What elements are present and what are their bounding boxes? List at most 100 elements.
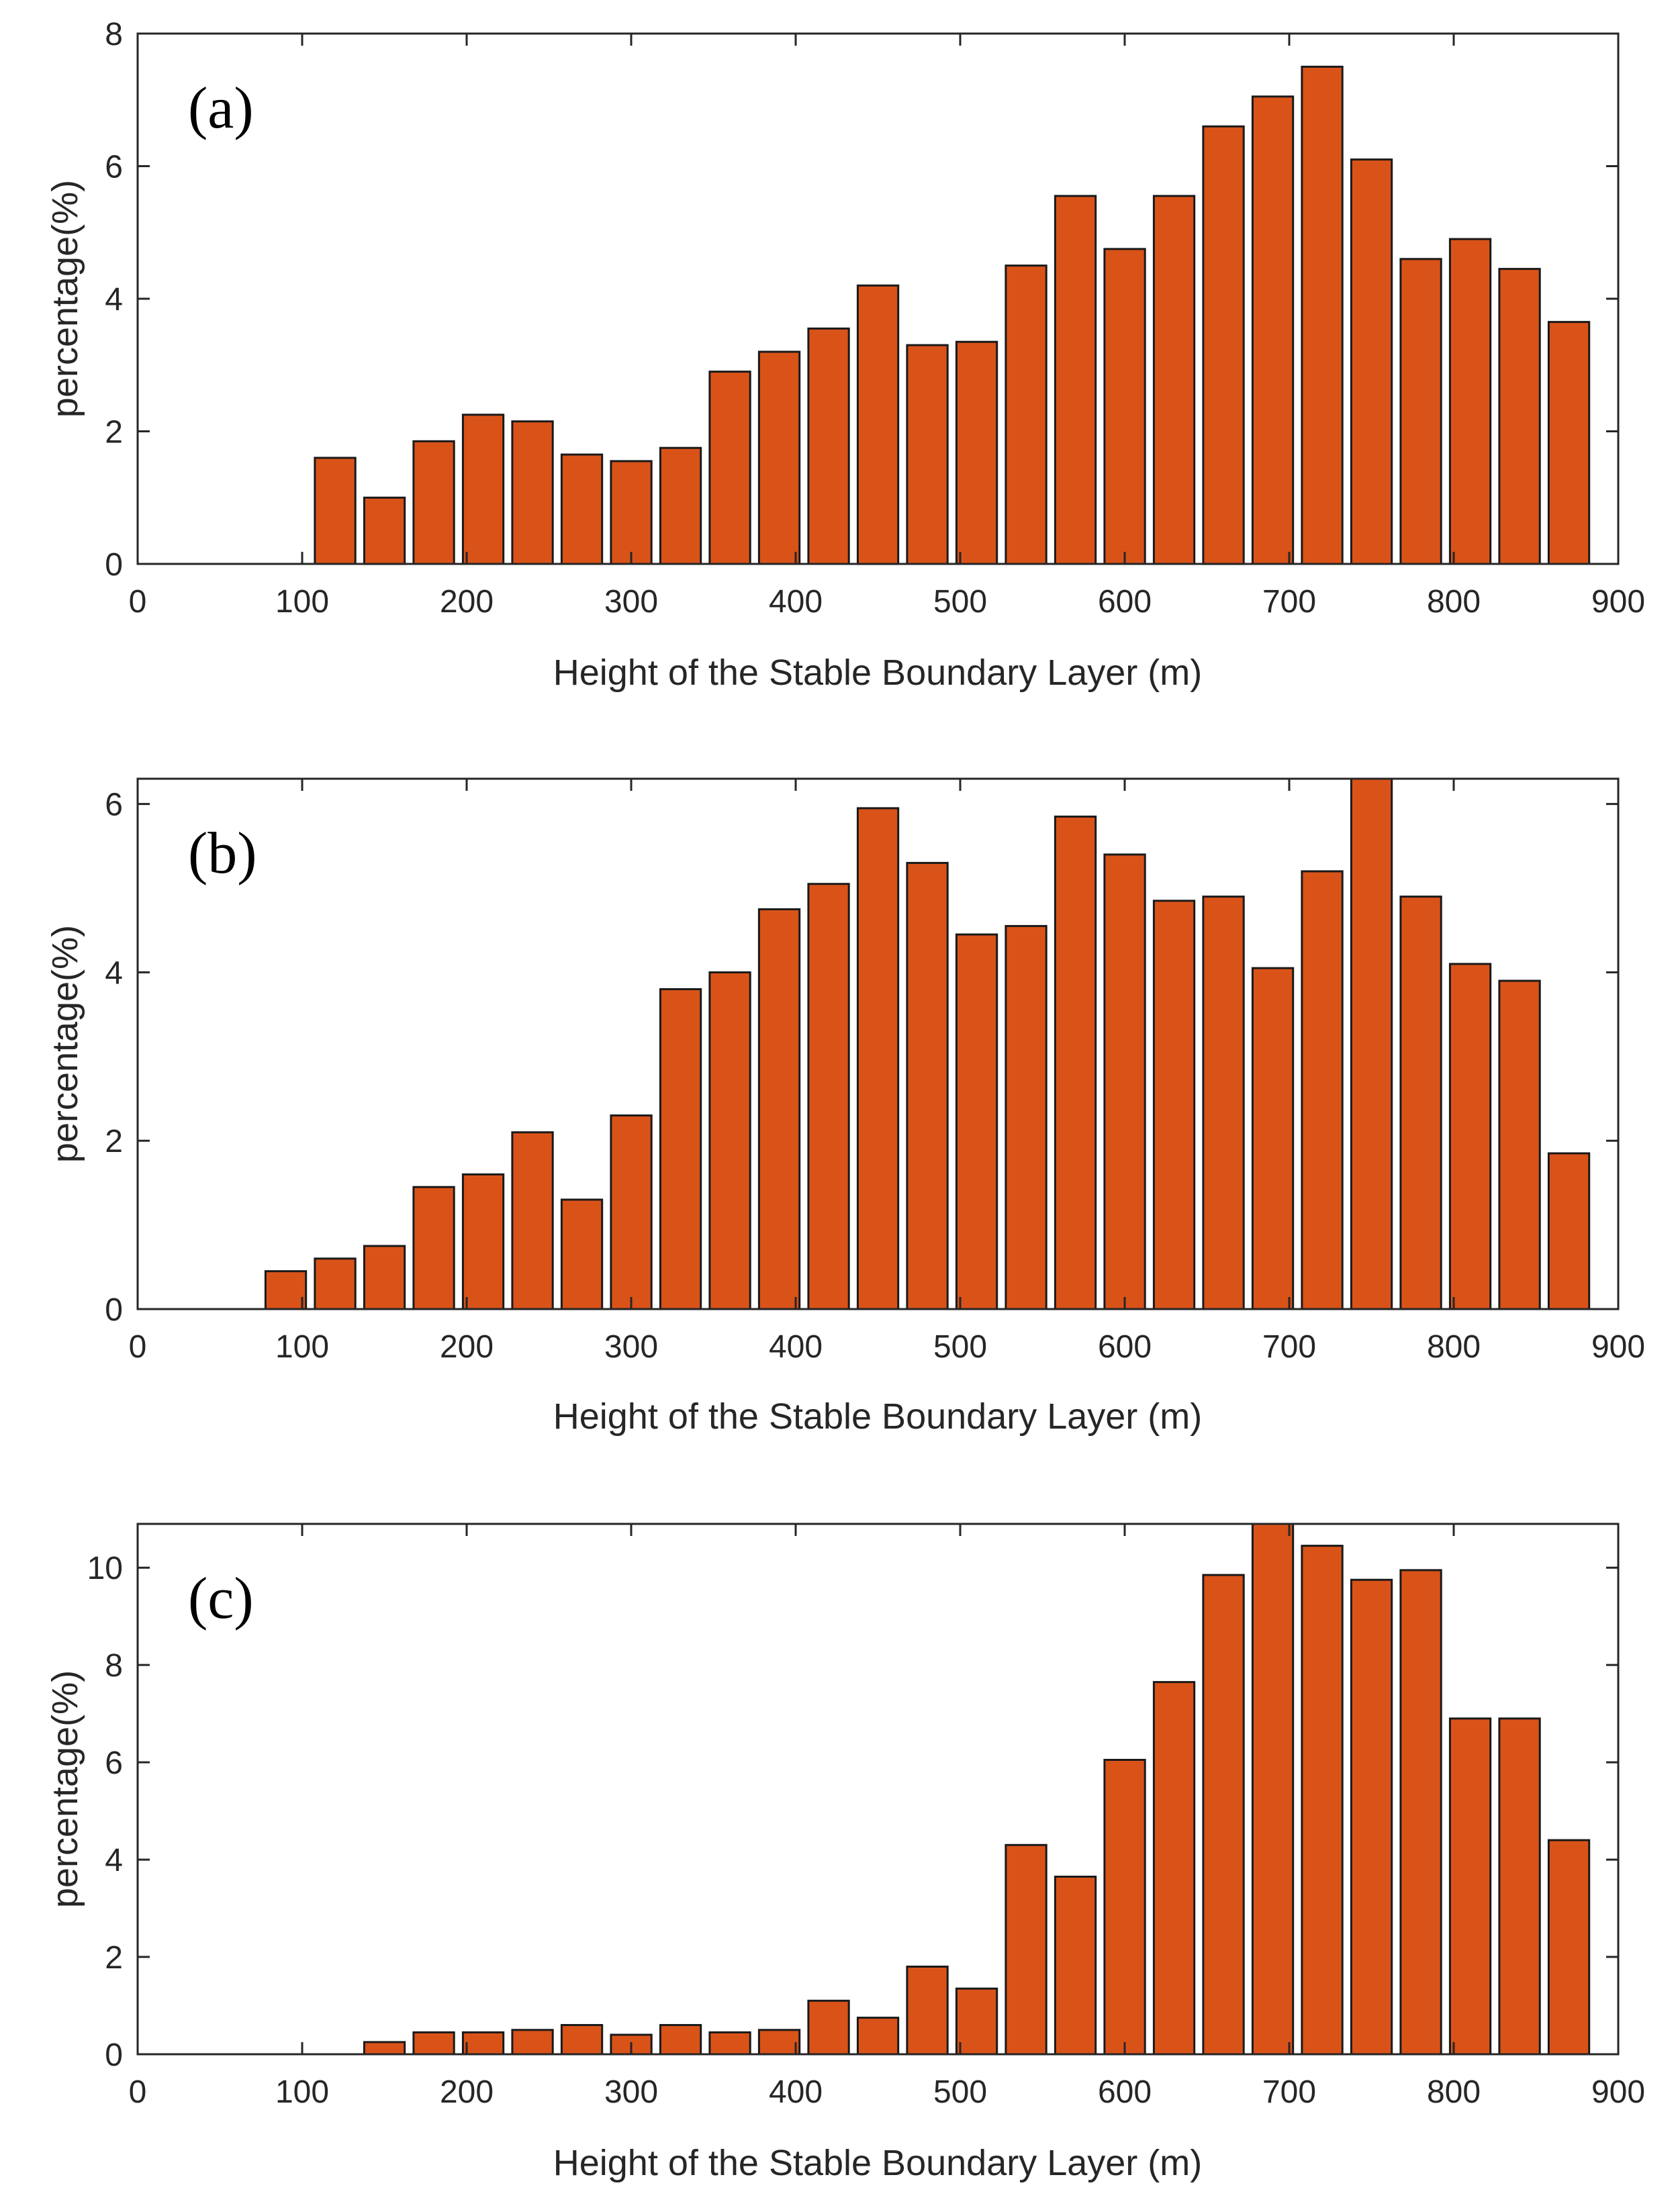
bar <box>1448 963 1492 1310</box>
bar <box>757 350 801 565</box>
y-tick-label: 0 <box>105 547 123 583</box>
x-ticks: 0 100 200 300 400 500 600 700 800 900 <box>129 34 1645 620</box>
bar <box>1448 1717 1492 2056</box>
bar <box>1152 900 1196 1310</box>
x-tick-label: 0 <box>129 1329 147 1365</box>
bar <box>906 344 949 565</box>
x-axis-title: Height of the Stable Boundary Layer (m) <box>553 1396 1203 1437</box>
bar <box>807 1999 850 2056</box>
y-ticks: 0 2 4 6 8 <box>105 17 1618 583</box>
bar <box>1202 1574 1245 2056</box>
bar <box>264 1270 308 1310</box>
bar <box>1399 258 1442 565</box>
x-tick-label: 800 <box>1427 1329 1481 1365</box>
bar <box>511 1131 554 1310</box>
bar <box>610 1114 653 1310</box>
y-axis-title: percentage(%) <box>45 180 85 418</box>
y-tick-label: 8 <box>105 17 123 52</box>
bar <box>314 1257 357 1310</box>
bar <box>1301 65 1344 565</box>
y-tick-label: 6 <box>105 787 123 823</box>
bar <box>314 456 357 565</box>
bar <box>1152 1681 1196 2056</box>
y-tick-label: 0 <box>105 1292 123 1328</box>
plot-frame <box>136 1523 1620 2056</box>
plot-frame <box>136 777 1620 1310</box>
x-tick-label: 300 <box>604 1329 658 1365</box>
bar-series <box>363 1523 1591 2056</box>
panel-label: (a) <box>188 76 254 141</box>
x-tick-label: 300 <box>604 2074 658 2110</box>
bar <box>1350 1578 1393 2056</box>
bar <box>412 1186 455 1310</box>
x-tick-label: 100 <box>275 584 329 620</box>
y-tick-label: 4 <box>105 282 123 318</box>
bar <box>955 933 998 1310</box>
bar <box>1399 896 1442 1310</box>
panel-label: (c) <box>188 1566 254 1631</box>
x-tick-label: 700 <box>1262 2074 1316 2110</box>
x-tick-label: 100 <box>275 1329 329 1365</box>
bar <box>856 284 900 565</box>
bar <box>1547 321 1591 565</box>
x-tick-label: 900 <box>1591 1329 1645 1365</box>
x-tick-label: 500 <box>933 2074 987 2110</box>
y-tick-label: 6 <box>105 150 123 185</box>
bar <box>1251 967 1295 1310</box>
y-tick-label: 8 <box>105 1648 123 1684</box>
x-tick-label: 0 <box>129 584 147 620</box>
x-tick-label: 800 <box>1427 2074 1481 2110</box>
x-ticks: 0 100 200 300 400 500 600 700 800 900 <box>129 1524 1645 2110</box>
bar <box>1202 125 1245 565</box>
y-tick-label: 2 <box>105 415 123 450</box>
x-tick-label: 600 <box>1098 584 1152 620</box>
y-ticks: 0 2 4 6 8 10 <box>87 1551 1618 2073</box>
bar-series <box>314 65 1591 565</box>
bar <box>461 2031 505 2056</box>
bar <box>560 2024 604 2056</box>
x-tick-label: 400 <box>769 2074 823 2110</box>
bar <box>1301 1545 1344 2056</box>
bar <box>1448 238 1492 565</box>
bar <box>1103 248 1146 565</box>
panel-label: (b) <box>188 821 257 886</box>
bar <box>560 1198 604 1310</box>
bar <box>659 988 702 1310</box>
bar <box>412 2031 455 2056</box>
bar <box>708 371 751 565</box>
bar <box>1005 924 1047 1310</box>
bar <box>807 883 850 1310</box>
bar <box>1547 1152 1591 1310</box>
x-tick-label: 200 <box>440 2074 494 2110</box>
x-tick-label: 500 <box>933 584 987 620</box>
bar <box>1054 815 1097 1310</box>
bar <box>757 2029 801 2056</box>
bar <box>560 453 604 565</box>
x-tick-label: 0 <box>129 2074 147 2110</box>
bar <box>1350 158 1393 565</box>
bar <box>1399 1569 1442 2056</box>
bar <box>1547 1839 1591 2056</box>
y-tick-label: 2 <box>105 1940 123 1976</box>
bar <box>659 446 702 565</box>
bar <box>1498 979 1541 1310</box>
bar <box>1301 870 1344 1310</box>
bar <box>363 2041 406 2056</box>
bar <box>807 327 850 565</box>
x-tick-label: 400 <box>769 1329 823 1365</box>
y-axis-title: percentage(%) <box>45 1670 85 1908</box>
bar <box>1350 777 1393 1310</box>
plot-frame <box>136 32 1620 565</box>
bar <box>412 440 455 565</box>
panel-b: 0 100 200 300 400 500 600 700 800 900 0 2 4 6 (b) He… <box>45 777 1645 1437</box>
bar <box>856 2017 900 2056</box>
bar <box>1498 1717 1541 2056</box>
bar <box>1202 896 1245 1310</box>
x-tick-label: 200 <box>440 584 494 620</box>
x-tick-label: 800 <box>1427 584 1481 620</box>
panel-c: 0 100 200 300 400 500 600 700 800 900 0 2 4 6 8 10 (c)… <box>45 1523 1645 2183</box>
y-tick-label: 4 <box>105 1843 123 1878</box>
bar <box>708 2031 751 2056</box>
y-tick-label: 6 <box>105 1745 123 1781</box>
x-tick-label: 200 <box>440 1329 494 1365</box>
